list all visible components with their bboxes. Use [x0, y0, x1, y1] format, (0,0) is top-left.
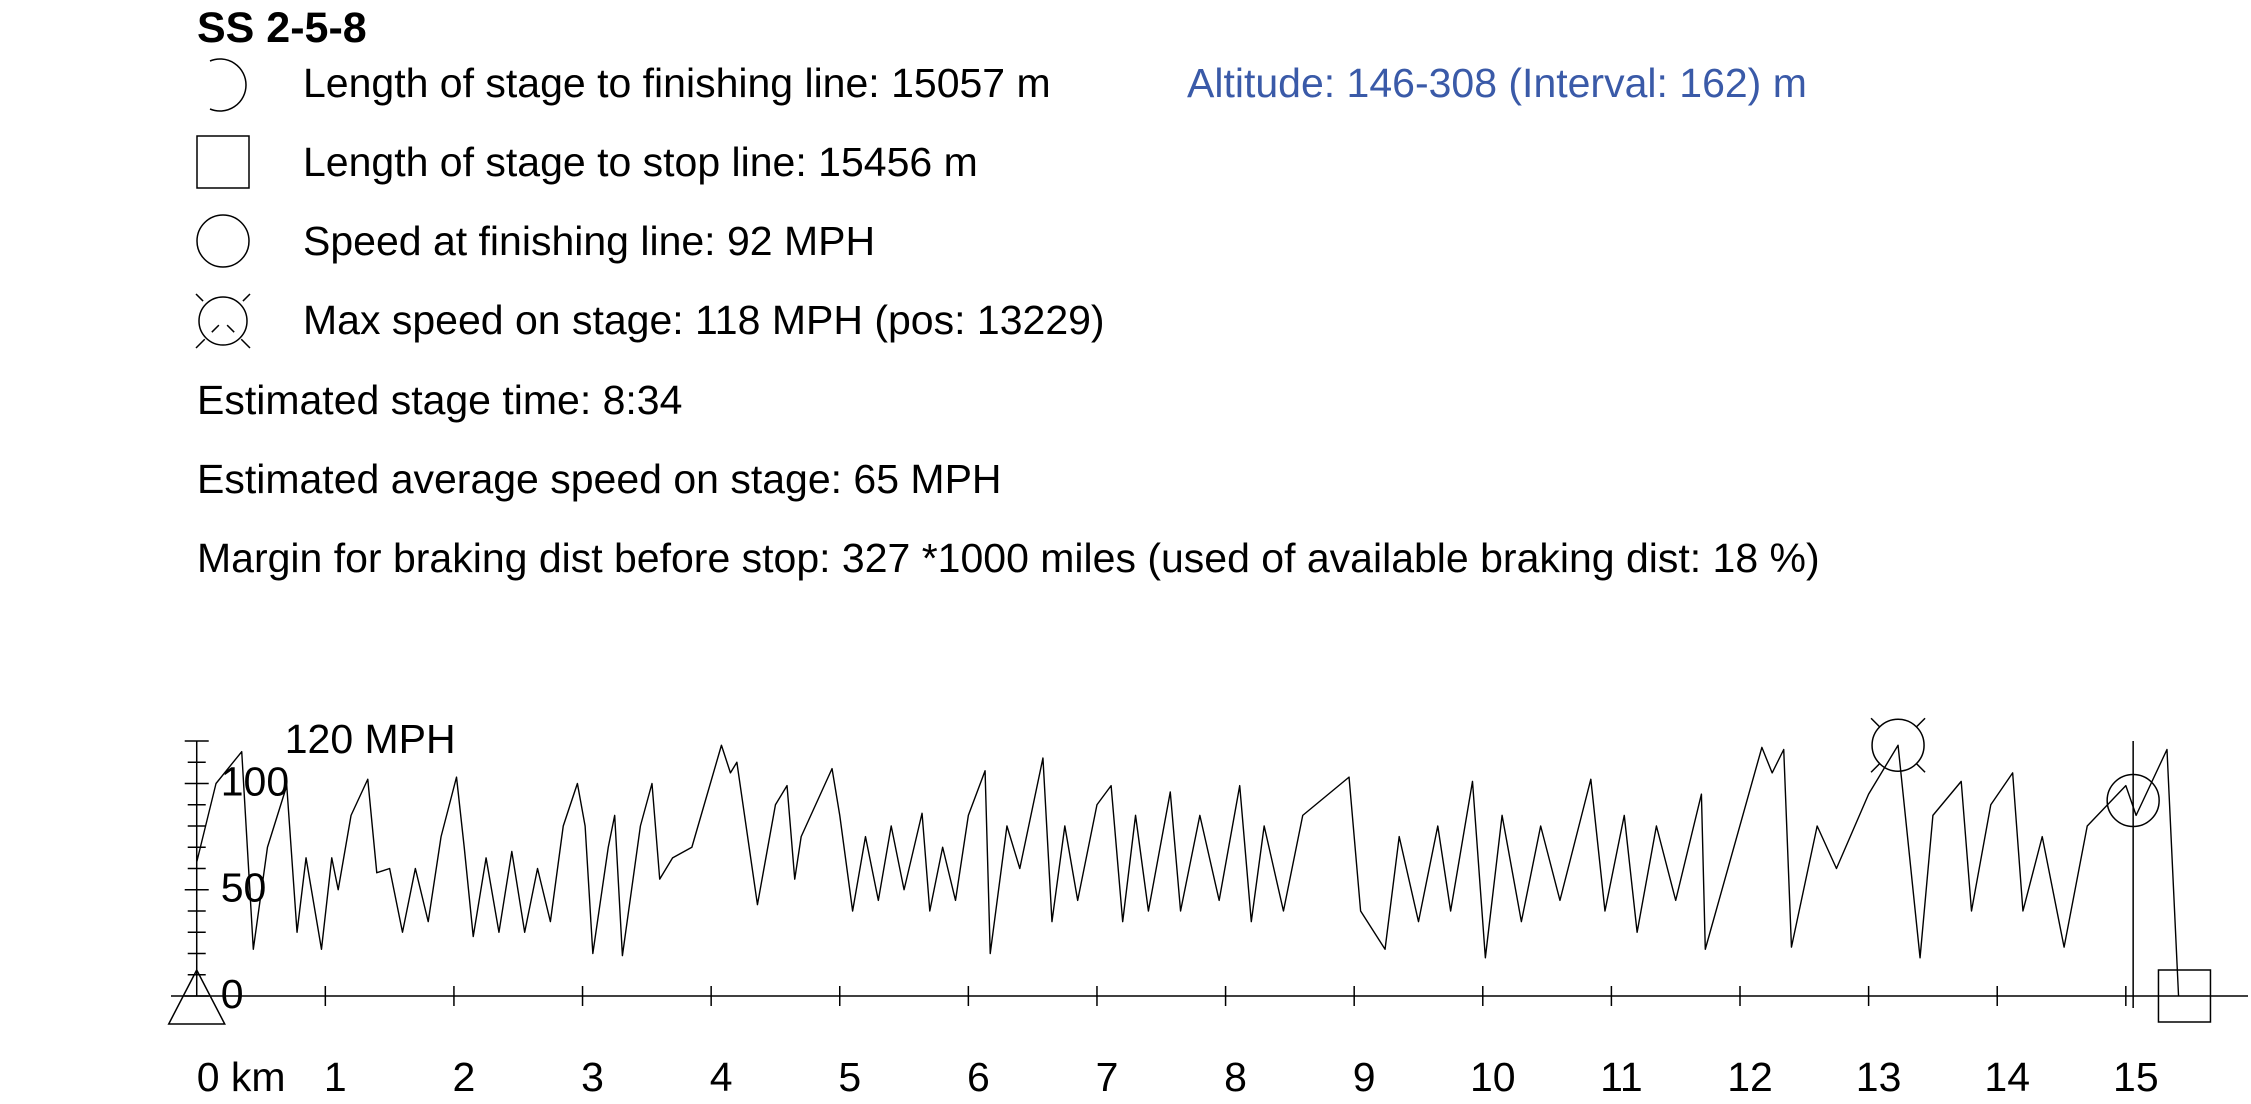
x-tick-label: 0 km	[197, 1054, 286, 1100]
unit: MPH	[783, 218, 876, 264]
max-speed-cross	[1915, 762, 1926, 773]
x-tick-label: 15	[2113, 1054, 2159, 1100]
label: Length of stage to stop line:	[303, 139, 807, 185]
stage-title: SS 2-5-8	[197, 4, 367, 52]
x-tick-label: 6	[967, 1054, 990, 1100]
unit: MPH	[771, 297, 863, 343]
y-tick-label: 0	[221, 971, 244, 1017]
x-tick-label: 12	[1727, 1054, 1773, 1100]
y-tick-label: 50	[221, 865, 267, 911]
unit: m	[1016, 60, 1051, 106]
x-tick-label: 8	[1224, 1054, 1247, 1100]
max-speed-icon	[195, 293, 251, 349]
stop-length-icon	[196, 135, 250, 189]
max-speed-cross	[1915, 717, 1926, 728]
x-tick-label: 13	[1856, 1054, 1902, 1100]
pos-label: (pos:	[874, 297, 966, 343]
x-tick-label: 3	[581, 1054, 604, 1100]
finish-marker	[2106, 773, 2160, 828]
max-speed-marker	[1871, 718, 1925, 772]
stop-length-row: Length of stage to stop line: 15456 m	[303, 138, 978, 186]
label: Speed at finishing line:	[303, 218, 716, 264]
pos: 13229	[976, 297, 1091, 343]
stop-marker	[2157, 969, 2212, 1023]
start-marker	[167, 968, 226, 1025]
x-tick-label: 14	[1984, 1054, 2030, 1100]
x-tick-label: 5	[838, 1054, 861, 1100]
x-tick-label: 1	[324, 1054, 347, 1100]
x-tick-label: 9	[1353, 1054, 1376, 1100]
label: Length of stage to finishing line:	[303, 60, 880, 106]
finish-length-row: Length of stage to finishing line: 15057…	[303, 59, 1051, 107]
speed-line	[196, 744, 2180, 997]
value: 92	[726, 218, 773, 264]
altitude: Altitude: 146-308 (Interval: 162) m	[1187, 60, 1807, 106]
max-speed-cross	[1870, 717, 1881, 728]
unit: m	[943, 139, 978, 185]
average-speed: Estimated average speed on stage: 65 MPH	[197, 456, 1002, 502]
y-tick-label: 120 MPH	[285, 716, 456, 762]
x-tick-label: 11	[1600, 1054, 1643, 1100]
x-tick-label: 4	[710, 1054, 733, 1100]
max-speed-row: Max speed on stage: 118 MPH (pos: 13229)	[303, 296, 1105, 344]
x-tick-label: 7	[1096, 1054, 1119, 1100]
label: Max speed on stage:	[303, 297, 684, 343]
y-tick-label: 100	[221, 758, 289, 804]
value: 15057	[891, 60, 1006, 106]
max-speed-cross	[1870, 762, 1881, 773]
x-tick-label: 10	[1470, 1054, 1516, 1100]
braking-margin: Margin for braking dist before stop: 327…	[197, 535, 1820, 581]
value: 118	[695, 297, 761, 343]
finish-speed-icon	[196, 214, 250, 268]
value: 15456	[818, 139, 933, 185]
x-tick-label: 2	[453, 1054, 476, 1100]
finish-speed-row: Speed at finishing line: 92 MPH	[303, 217, 875, 265]
finish-length-icon	[209, 58, 247, 112]
stage-time: Estimated stage time: 8:34	[197, 377, 683, 423]
pos-close: )	[1090, 297, 1105, 343]
